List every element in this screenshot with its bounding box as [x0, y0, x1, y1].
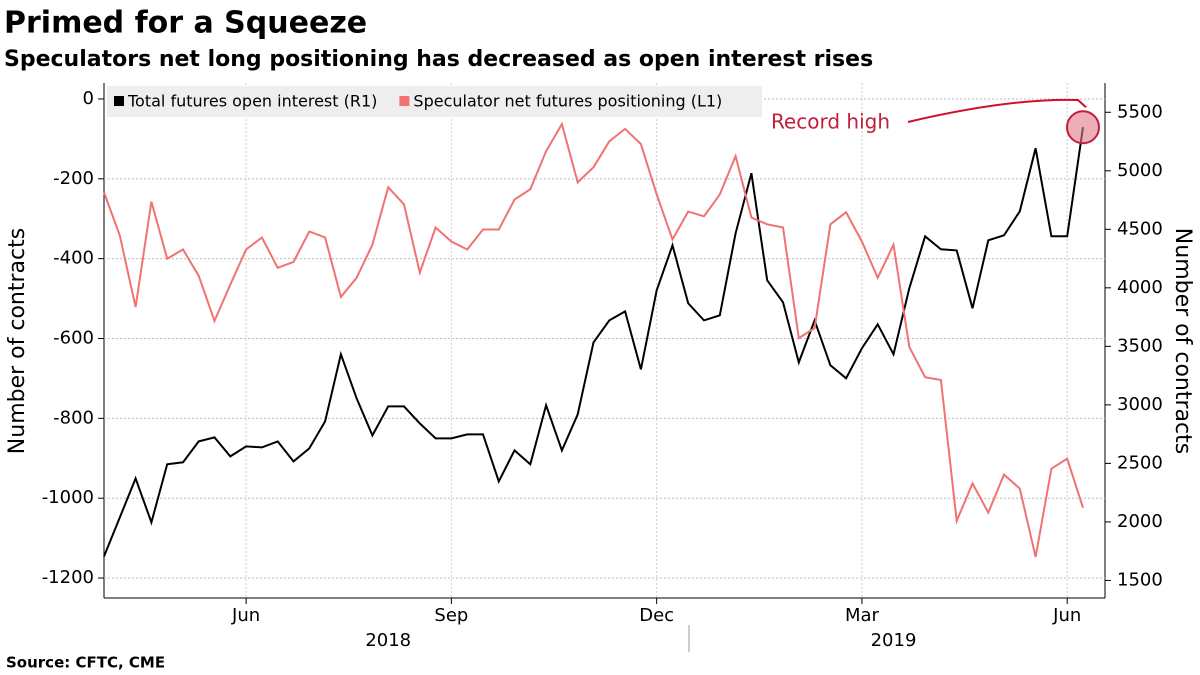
- y2-tick-label: 3500: [1117, 335, 1163, 356]
- legend-swatch: [399, 96, 410, 106]
- y-tick-label: -800: [53, 407, 94, 428]
- annotation-arrow: [907, 98, 1087, 123]
- source: Source: CFTC, CME: [6, 654, 165, 672]
- legend-label: Speculator net futures positioning (L1): [413, 92, 722, 111]
- year-label: 2018: [365, 630, 411, 651]
- y-tick-label: -1000: [42, 487, 94, 508]
- y-tick-label: -1200: [42, 567, 94, 588]
- annotation: Record high: [771, 110, 890, 134]
- y-tick-label: -200: [53, 168, 94, 189]
- chart-title: Primed for a Squeeze: [4, 6, 367, 41]
- y2-tick-label: 4000: [1117, 277, 1163, 298]
- y-axis-label: Number of contracts: [5, 228, 30, 454]
- x-tick-label: Dec: [639, 605, 674, 626]
- y2-tick-label: 5000: [1117, 160, 1163, 181]
- legend-box: [107, 86, 762, 117]
- chart-subtitle: Speculators net long positioning has dec…: [4, 47, 873, 72]
- series-line: [103, 121, 1084, 558]
- y2-tick-label: 1500: [1117, 569, 1163, 590]
- x-tick-label: Jun: [231, 605, 260, 626]
- y2-tick-label: 2000: [1117, 511, 1163, 532]
- y-tick-label: -600: [53, 328, 94, 349]
- x-tick-label: Mar: [845, 605, 880, 626]
- legend-swatch: [114, 96, 124, 106]
- y2-tick-label: 4500: [1117, 218, 1163, 239]
- y-tick-label: 0: [83, 88, 94, 109]
- y2-tick-label: 3000: [1117, 394, 1163, 415]
- x-tick-label: Jun: [1052, 605, 1081, 626]
- year-label: 2019: [871, 630, 917, 651]
- series-line: [103, 127, 1084, 557]
- y2-tick-label: 2500: [1117, 452, 1163, 473]
- annotation-marker: [1066, 110, 1100, 145]
- x-tick-label: Sep: [434, 605, 468, 626]
- y-tick-label: -400: [53, 248, 94, 269]
- y2-tick-label: 5500: [1117, 101, 1163, 122]
- legend-label: Total futures open interest (R1): [127, 92, 377, 111]
- y2-axis-label: Number of contracts: [1170, 228, 1195, 454]
